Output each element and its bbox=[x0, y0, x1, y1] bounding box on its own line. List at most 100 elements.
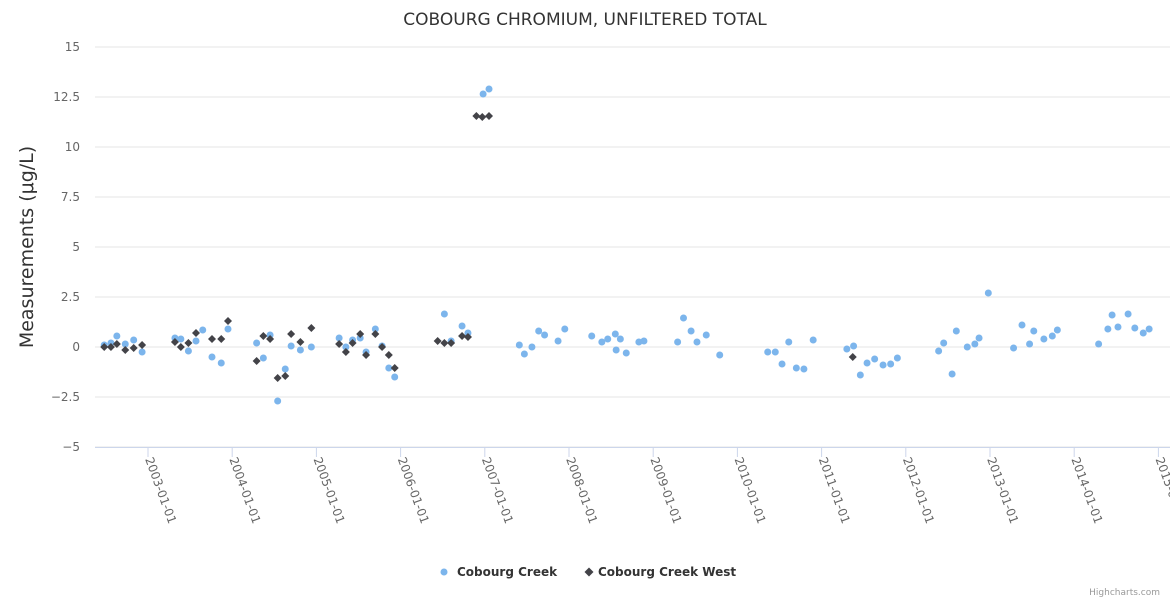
data-points bbox=[100, 85, 1153, 405]
data-point-cobourg-creek-west bbox=[384, 351, 393, 359]
data-point-cobourg-creek bbox=[541, 331, 549, 339]
data-point-cobourg-creek-west bbox=[341, 348, 350, 356]
data-point-cobourg-creek-west bbox=[378, 343, 387, 351]
data-point-cobourg-creek bbox=[287, 342, 295, 350]
data-point-cobourg-creek-west bbox=[138, 341, 147, 349]
data-point-cobourg-creek bbox=[975, 334, 983, 342]
data-point-cobourg-creek bbox=[217, 359, 225, 367]
data-point-cobourg-creek bbox=[764, 348, 772, 356]
data-point-cobourg-creek-west bbox=[307, 324, 316, 332]
data-point-cobourg-creek bbox=[588, 332, 596, 340]
data-point-cobourg-creek-west bbox=[335, 340, 344, 348]
x-tick-label: 2006-01-01 bbox=[395, 455, 432, 525]
data-point-cobourg-creek bbox=[785, 338, 793, 346]
data-point-cobourg-creek bbox=[342, 343, 350, 351]
data-point-cobourg-creek-west bbox=[433, 337, 442, 345]
data-point-cobourg-creek bbox=[940, 339, 948, 347]
data-point-cobourg-creek bbox=[1095, 340, 1103, 348]
data-point-cobourg-creek-west bbox=[356, 330, 365, 338]
data-point-cobourg-creek bbox=[458, 322, 466, 330]
data-point-cobourg-creek bbox=[792, 364, 800, 372]
data-point-cobourg-creek bbox=[1048, 332, 1056, 340]
y-tick-label: 15 bbox=[65, 40, 80, 54]
data-point-cobourg-creek bbox=[693, 338, 701, 346]
data-point-cobourg-creek bbox=[224, 325, 232, 333]
data-point-cobourg-creek bbox=[520, 350, 528, 358]
data-point-cobourg-creek bbox=[604, 335, 612, 343]
grid-lines bbox=[95, 46, 1170, 448]
data-point-cobourg-creek-west bbox=[362, 351, 371, 359]
data-point-cobourg-creek bbox=[177, 335, 185, 343]
y-tick-label: −5 bbox=[62, 440, 80, 454]
data-point-cobourg-creek bbox=[1010, 344, 1018, 352]
y-axis-ticks: −5 −2.5 0 2.5 5 7.5 10 12.5 15 bbox=[51, 40, 80, 454]
data-point-cobourg-creek bbox=[208, 353, 216, 361]
data-point-cobourg-creek bbox=[680, 314, 688, 322]
data-point-cobourg-creek bbox=[850, 342, 858, 350]
data-point-cobourg-creek bbox=[440, 310, 448, 318]
legend: Cobourg Creek Cobourg Creek West bbox=[440, 565, 737, 579]
data-point-cobourg-creek-west bbox=[259, 332, 268, 340]
x-tick-label: 2004-01-01 bbox=[226, 455, 263, 525]
data-point-cobourg-creek bbox=[515, 341, 523, 349]
data-point-cobourg-creek bbox=[281, 365, 289, 373]
y-tick-label: 2.5 bbox=[61, 290, 80, 304]
data-point-cobourg-creek bbox=[716, 351, 724, 359]
data-point-cobourg-creek bbox=[528, 343, 536, 351]
data-point-cobourg-creek-west bbox=[447, 339, 456, 347]
data-point-cobourg-creek-west bbox=[207, 335, 216, 343]
data-point-cobourg-creek bbox=[1124, 310, 1132, 318]
data-point-cobourg-creek bbox=[307, 343, 315, 351]
data-point-cobourg-creek bbox=[121, 340, 129, 348]
data-point-cobourg-creek bbox=[391, 373, 399, 381]
data-point-cobourg-creek-west bbox=[273, 374, 282, 382]
data-point-cobourg-creek-west bbox=[440, 339, 449, 347]
data-point-cobourg-creek bbox=[809, 336, 817, 344]
data-point-cobourg-creek bbox=[1145, 325, 1153, 333]
data-point-cobourg-creek bbox=[385, 364, 393, 372]
x-tick-label: 2012-01-01 bbox=[900, 455, 937, 525]
credits-link[interactable]: Highcharts.com bbox=[1089, 588, 1160, 598]
data-point-cobourg-creek-west bbox=[129, 344, 138, 352]
legend-item-cobourg-creek-west[interactable]: Cobourg Creek West bbox=[584, 565, 737, 579]
data-point-cobourg-creek-west bbox=[287, 330, 296, 338]
data-point-cobourg-creek bbox=[952, 327, 960, 335]
data-point-cobourg-creek bbox=[1053, 326, 1061, 334]
x-tick-label: 2013-01-01 bbox=[984, 455, 1021, 525]
data-point-cobourg-creek bbox=[674, 338, 682, 346]
data-point-cobourg-creek bbox=[184, 347, 192, 355]
data-point-cobourg-creek bbox=[778, 360, 786, 368]
x-tick-label: 2014-01-01 bbox=[1068, 455, 1105, 525]
data-point-cobourg-creek bbox=[259, 354, 267, 362]
x-axis-ticks: 2003-01-01 2004-01-01 2005-01-01 2006-01-01… bbox=[142, 447, 1170, 526]
data-point-cobourg-creek-west bbox=[176, 343, 185, 351]
y-tick-label: 12.5 bbox=[53, 90, 80, 104]
data-point-cobourg-creek bbox=[616, 335, 624, 343]
data-point-cobourg-creek-west bbox=[371, 330, 380, 338]
data-point-cobourg-creek bbox=[274, 397, 282, 405]
data-point-cobourg-creek bbox=[1030, 327, 1038, 335]
data-point-cobourg-creek bbox=[622, 349, 630, 357]
data-point-cobourg-creek bbox=[871, 355, 879, 363]
data-point-cobourg-creek-west bbox=[458, 332, 467, 340]
data-point-cobourg-creek-west bbox=[472, 112, 481, 120]
data-point-cobourg-creek-west bbox=[191, 329, 200, 337]
data-point-cobourg-creek bbox=[612, 346, 620, 354]
legend-item-cobourg-creek[interactable]: Cobourg Creek bbox=[440, 565, 559, 579]
data-point-cobourg-creek bbox=[856, 371, 864, 379]
data-point-cobourg-creek-west bbox=[281, 372, 290, 380]
circle-marker-icon bbox=[440, 568, 448, 576]
data-point-cobourg-creek-west bbox=[252, 357, 261, 365]
data-point-cobourg-creek bbox=[253, 339, 261, 347]
x-tick-label: 2007-01-01 bbox=[479, 455, 516, 525]
data-point-cobourg-creek bbox=[1104, 325, 1112, 333]
x-tick-label: 2009-01-01 bbox=[647, 455, 684, 525]
data-point-cobourg-creek bbox=[1040, 335, 1048, 343]
data-point-cobourg-creek bbox=[843, 345, 851, 353]
data-point-cobourg-creek-west bbox=[184, 339, 193, 347]
data-point-cobourg-creek-west bbox=[478, 113, 487, 121]
data-point-cobourg-creek-west bbox=[121, 346, 130, 354]
legend-label: Cobourg Creek bbox=[457, 565, 558, 579]
data-point-cobourg-creek-west bbox=[296, 338, 305, 346]
